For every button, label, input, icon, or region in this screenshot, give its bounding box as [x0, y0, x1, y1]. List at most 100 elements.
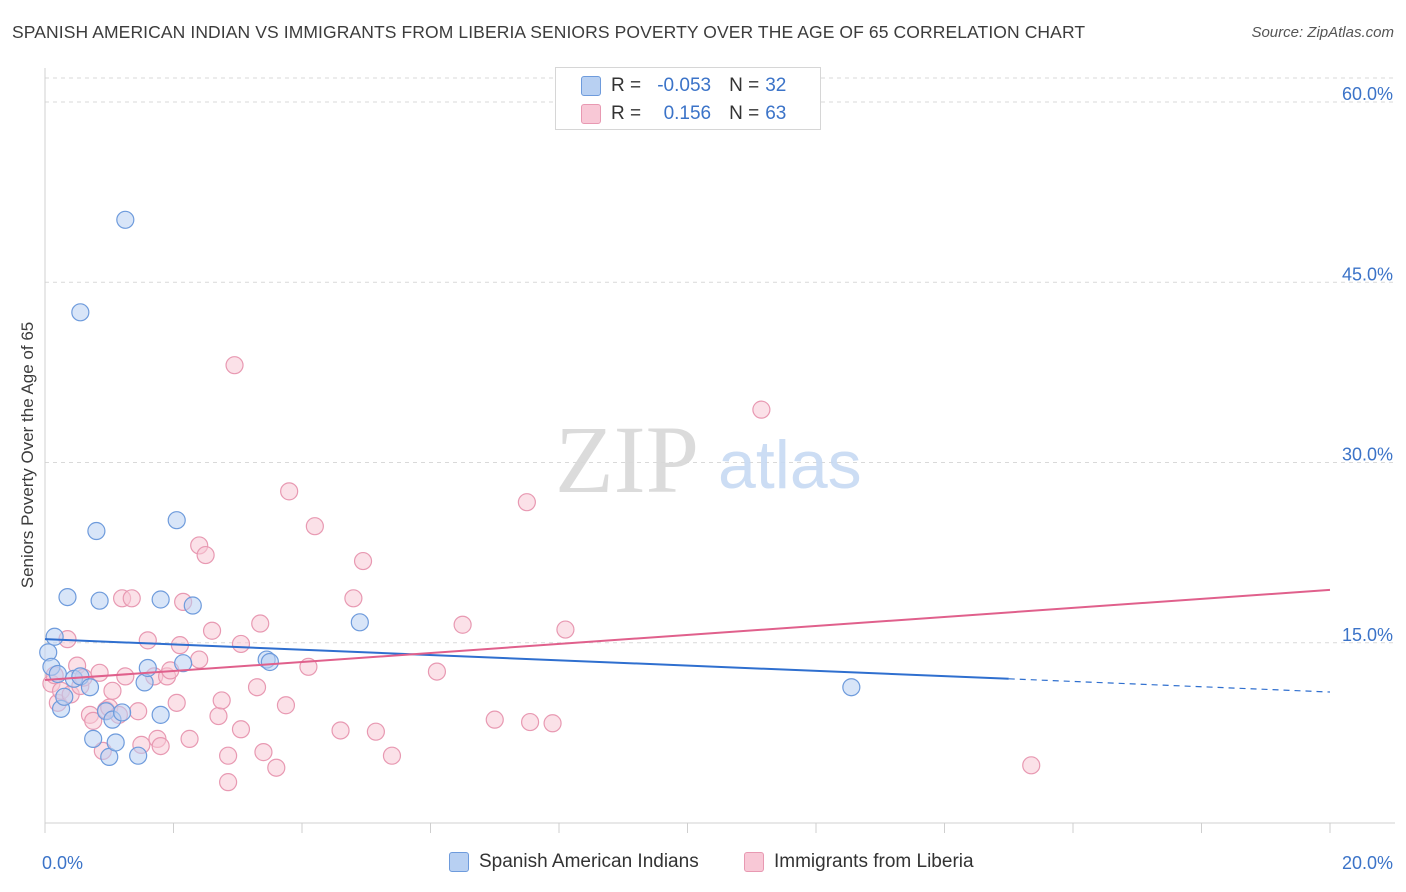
- point-spanish-american-indians: [183, 596, 202, 615]
- point-spanish-american-indians: [151, 590, 170, 609]
- point-spanish-american-indians: [112, 703, 132, 722]
- point-spanish-american-indians: [55, 687, 74, 706]
- point-immigrants-from-liberia: [209, 706, 228, 726]
- point-immigrants-from-liberia: [276, 696, 296, 715]
- trend-line-immigrants-from-liberia: [44, 588, 1331, 682]
- point-immigrants-from-liberia: [254, 743, 273, 762]
- legend-swatch-blue: [581, 76, 601, 96]
- trend-line-spanish-american-indians: [44, 638, 1009, 680]
- point-immigrants-from-liberia: [543, 714, 562, 733]
- legend-r-value: 0.156: [663, 103, 712, 124]
- axes: [44, 68, 1395, 833]
- y-tick-label: 30.0%: [1342, 445, 1393, 465]
- trend-lines: [44, 588, 1331, 693]
- legend-label: Immigrants from Liberia: [774, 851, 974, 872]
- point-immigrants-from-liberia: [138, 631, 157, 650]
- watermark-atlas: atlas: [718, 427, 862, 503]
- point-spanish-american-indians: [45, 627, 64, 646]
- point-immigrants-from-liberia: [382, 746, 402, 765]
- point-immigrants-from-liberia: [267, 758, 286, 777]
- point-immigrants-from-liberia: [517, 493, 536, 512]
- point-spanish-american-indians: [80, 678, 100, 697]
- point-spanish-american-indians: [71, 303, 90, 322]
- correlation-legend: R = -0.053 N = 32 R = 0.156 N = 63: [555, 67, 821, 130]
- source-credit: Source: ZipAtlas.com: [1251, 24, 1394, 41]
- trend-line-extension-spanish-american-indians: [1008, 678, 1331, 693]
- point-immigrants-from-liberia: [202, 621, 222, 640]
- series-legend: Spanish American Indians Immigrants from…: [0, 851, 1406, 877]
- point-spanish-american-indians: [116, 210, 135, 229]
- legend-swatch-pink: [744, 852, 764, 872]
- gridlines: [45, 77, 1395, 644]
- y-tick-label: 15.0%: [1342, 625, 1393, 645]
- point-immigrants-from-liberia: [167, 693, 186, 712]
- y-tick-label: 45.0%: [1342, 264, 1393, 284]
- point-immigrants-from-liberia: [344, 589, 363, 608]
- point-immigrants-from-liberia: [231, 634, 251, 654]
- legend-item-immigrants-from-liberia: Immigrants from Liberia: [744, 851, 974, 873]
- point-immigrants-from-liberia: [427, 662, 447, 681]
- point-immigrants-from-liberia: [180, 729, 199, 748]
- chart-title: SPANISH AMERICAN INDIAN VS IMMIGRANTS FR…: [12, 22, 1086, 42]
- series-spanish-american-indians: [39, 210, 861, 767]
- point-immigrants-from-liberia: [225, 356, 244, 375]
- point-immigrants-from-liberia: [453, 615, 472, 634]
- point-immigrants-from-liberia: [556, 620, 575, 639]
- point-spanish-american-indians: [90, 591, 109, 610]
- point-immigrants-from-liberia: [151, 736, 170, 756]
- point-immigrants-from-liberia: [305, 517, 324, 536]
- legend-n-value: 63: [765, 103, 787, 124]
- point-spanish-american-indians: [167, 511, 186, 530]
- point-immigrants-from-liberia: [90, 663, 109, 682]
- point-immigrants-from-liberia: [196, 545, 215, 565]
- point-spanish-american-indians: [151, 705, 170, 724]
- point-immigrants-from-liberia: [366, 722, 385, 741]
- legend-r-label: R =: [611, 75, 642, 96]
- watermark: ZIP atlas: [555, 406, 862, 513]
- x-tick-label: 20.0%: [1342, 853, 1393, 873]
- watermark-zip: ZIP: [555, 406, 699, 513]
- point-spanish-american-indians: [58, 587, 77, 607]
- legend-n-label: N =: [729, 103, 760, 124]
- x-tick-label: 0.0%: [42, 853, 83, 873]
- legend-row-spanish-american-indians: R = -0.053 N = 32: [581, 73, 786, 99]
- point-immigrants-from-liberia: [331, 721, 350, 740]
- point-immigrants-from-liberia: [251, 614, 270, 633]
- legend-n-value: 32: [765, 75, 787, 96]
- legend-n-label: N =: [729, 75, 760, 96]
- point-immigrants-from-liberia: [103, 681, 122, 700]
- legend-item-spanish-american-indians: Spanish American Indians: [449, 851, 699, 873]
- point-spanish-american-indians: [84, 729, 103, 748]
- tick-labels: 15.0% 30.0% 45.0% 60.0% 0.0% 20.0%: [42, 84, 1393, 873]
- point-immigrants-from-liberia: [116, 667, 135, 686]
- legend-r-label: R =: [611, 103, 642, 124]
- legend-swatch-pink: [581, 104, 601, 124]
- point-immigrants-from-liberia: [219, 746, 238, 765]
- point-immigrants-from-liberia: [219, 773, 238, 792]
- legend-r-value: -0.053: [657, 75, 712, 96]
- point-immigrants-from-liberia: [353, 551, 373, 571]
- point-spanish-american-indians: [842, 678, 861, 697]
- point-immigrants-from-liberia: [520, 712, 540, 732]
- point-spanish-american-indians: [106, 733, 125, 752]
- point-spanish-american-indians: [174, 654, 193, 673]
- point-spanish-american-indians: [350, 613, 369, 632]
- point-immigrants-from-liberia: [122, 589, 141, 608]
- point-immigrants-from-liberia: [84, 711, 103, 730]
- legend-label: Spanish American Indians: [479, 851, 699, 872]
- point-immigrants-from-liberia: [231, 720, 251, 739]
- point-spanish-american-indians: [260, 652, 279, 672]
- point-spanish-american-indians: [87, 521, 106, 541]
- point-immigrants-from-liberia: [212, 691, 231, 710]
- series-immigrants-from-liberia: [42, 356, 1041, 792]
- point-immigrants-from-liberia: [190, 650, 209, 669]
- point-immigrants-from-liberia: [247, 678, 267, 697]
- point-immigrants-from-liberia: [129, 702, 148, 721]
- y-tick-label: 60.0%: [1342, 84, 1393, 104]
- point-immigrants-from-liberia: [485, 710, 504, 729]
- legend-row-immigrants-from-liberia: R = 0.156 N = 63: [581, 101, 786, 127]
- point-immigrants-from-liberia: [752, 400, 771, 419]
- point-spanish-american-indians: [129, 746, 148, 765]
- legend-swatch-blue: [449, 852, 469, 872]
